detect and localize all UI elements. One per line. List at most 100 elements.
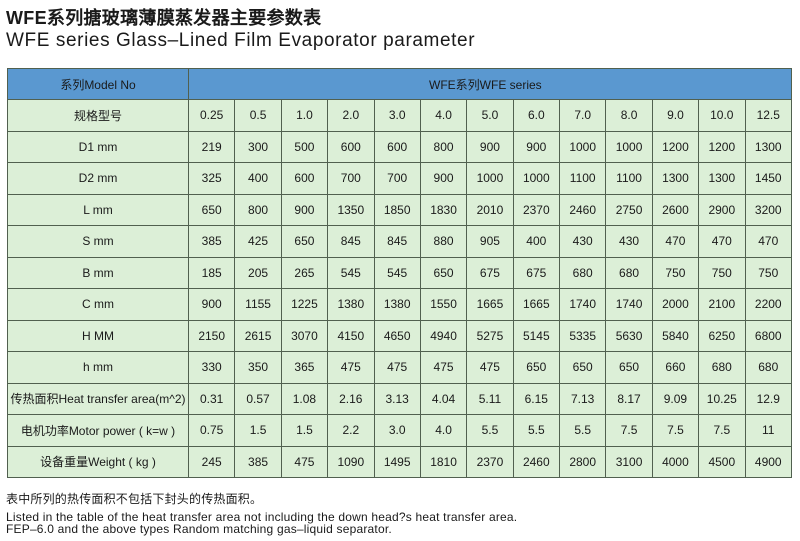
table-cell: 1350 [327,193,375,226]
table-cell: 1225 [280,288,329,321]
table-cell: 5.0 [466,99,514,132]
table-cell: 4.0 [419,414,468,447]
table-cell: 1810 [419,445,468,478]
table-cell: 8.17 [605,382,653,415]
row-label: 电机功率Motor power ( k=w ) [7,414,189,447]
table-cell: 2.16 [327,382,375,415]
table-cell: 1495 [373,445,421,478]
table-cell: 2010 [466,193,514,226]
table-cell: 650 [187,193,236,226]
table-cell: 2.2 [327,414,375,447]
table-cell: 1.5 [234,414,282,447]
table-cell: 430 [605,225,653,258]
header-series: WFE系列WFE series [188,68,792,100]
table-cell: 205 [234,256,282,289]
table-cell: 880 [419,225,468,258]
table-cell: 600 [280,162,329,195]
table-cell: 1300 [651,162,700,195]
parameter-table: 系列Model No WFE系列WFE series 规格型号 0.25 0.5 1.… [7,68,792,478]
table-row: 设备重量Weight ( kg ) 245 385 475 1090 1495 1810 23… [7,445,792,478]
table-cell: 900 [466,130,514,163]
table-cell: 475 [327,351,375,384]
table-row: h mm 330 350 365 475 475 475 475 650 650 650 660 680… [7,351,792,384]
table-cell: 475 [373,351,421,384]
table-cell: 5840 [651,319,700,352]
table-cell: 1300 [698,162,746,195]
table-cell: 4940 [419,319,468,352]
table-cell: 1000 [605,130,653,163]
table-cell: 545 [327,256,375,289]
table-cell: 0.57 [234,382,282,415]
table-cell: 1000 [558,130,607,163]
table-cell: 0.31 [187,382,236,415]
table-cell: 905 [466,225,514,258]
table-cell: 1550 [419,288,468,321]
table-cell: 1000 [512,162,561,195]
table-cell: 1380 [327,288,375,321]
table-cell: 650 [419,256,468,289]
table-cell: 900 [280,193,329,226]
table-cell: 675 [512,256,561,289]
table-cell: 2750 [605,193,653,226]
table-cell: 1100 [605,162,653,195]
table-cell: 900 [512,130,561,163]
table-cell: 300 [234,130,282,163]
row-label: h mm [7,351,189,384]
table-cell: 680 [558,256,607,289]
table-cell: 900 [419,162,468,195]
row-label: C mm [7,288,189,321]
table-cell: 11 [744,414,792,447]
table-cell: 400 [234,162,282,195]
table-cell: 2370 [466,445,514,478]
table-cell: 1.08 [280,382,329,415]
note-heat-transfer: Listed in the table of the heat transfer… [6,510,518,524]
table-cell: 1200 [651,130,700,163]
page-subtitle: WFE series Glass–Lined Film Evaporator p… [6,30,476,51]
table-cell: 4.04 [419,382,468,415]
page-title: WFE系列搪玻璃薄膜蒸发器主要参数表 [6,8,322,28]
table-cell: 400 [512,225,561,258]
table-cell: 1155 [234,288,282,321]
table-cell: 900 [187,288,236,321]
table-cell: 3100 [605,445,653,478]
table-row: D2 mm 325 400 600 700 700 900 1000 1000 1100 1100 1… [7,162,792,195]
table-cell: 5335 [558,319,607,352]
note-chinese: 表中所列的热传面积不包括下封头的传热面积。 [6,492,263,506]
table-cell: 650 [605,351,653,384]
table-cell: 3070 [280,319,329,352]
table-cell: 475 [419,351,468,384]
table-cell: 1450 [744,162,792,195]
table-cell: 2460 [558,193,607,226]
table-cell: 750 [744,256,792,289]
table-cell: 6250 [698,319,746,352]
table-cell: 0.25 [187,99,236,132]
table-row: L mm 650 800 900 1350 1850 1830 2010 2370 2460 275… [7,193,792,226]
table-cell: 9.0 [651,99,700,132]
table-cell: 475 [280,445,329,478]
table-cell: 650 [280,225,329,258]
table-cell: 470 [744,225,792,258]
row-label: L mm [7,193,189,226]
table-cell: 4500 [698,445,746,478]
table-cell: 2.0 [327,99,375,132]
table-cell: 845 [327,225,375,258]
table-cell: 4650 [373,319,421,352]
table-cell: 5630 [605,319,653,352]
row-label: 传热面积Heat transfer area(m^2) [7,382,189,415]
header-series-label: WFE系列WFE series [429,77,542,92]
table-cell: 185 [187,256,236,289]
table-cell: 1300 [744,130,792,163]
table-cell: 5.5 [512,414,561,447]
table-cell: 330 [187,351,236,384]
table-cell: 600 [327,130,375,163]
table-cell: 2615 [234,319,282,352]
table-cell: 2370 [512,193,561,226]
table-cell: 3200 [744,193,792,226]
table-cell: 675 [466,256,514,289]
table-cell: 325 [187,162,236,195]
table-cell: 1850 [373,193,421,226]
table-cell: 545 [373,256,421,289]
table-cell: 650 [558,351,607,384]
table-cell: 1665 [466,288,514,321]
table-cell: 1200 [698,130,746,163]
